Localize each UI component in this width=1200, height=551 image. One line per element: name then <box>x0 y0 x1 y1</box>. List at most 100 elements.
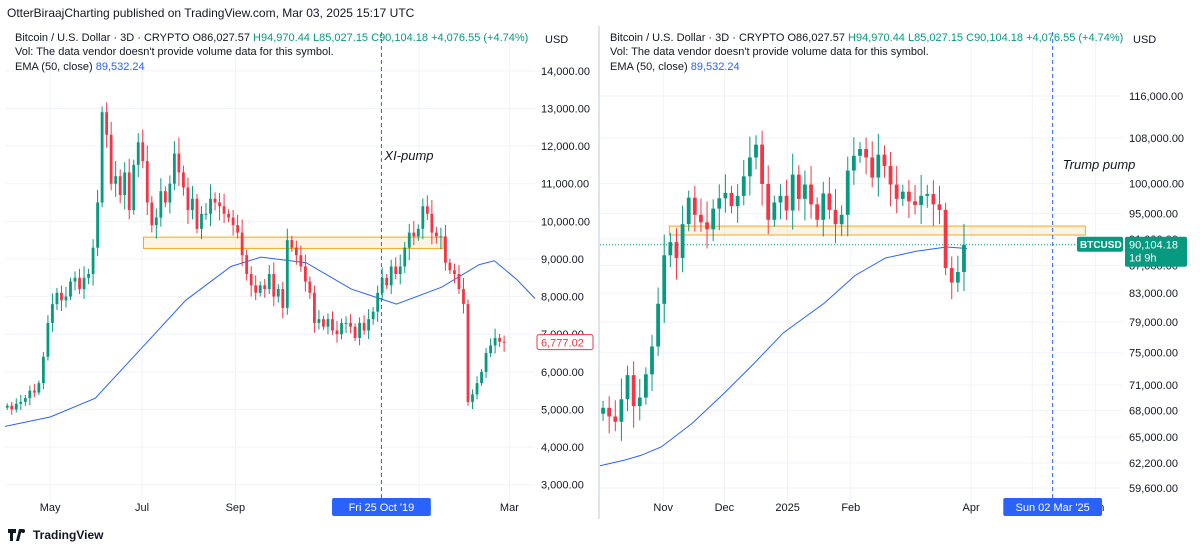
candle-body[interactable] <box>14 403 18 410</box>
ema-50-line[interactable] <box>600 246 968 467</box>
candle-body[interactable] <box>489 345 492 354</box>
candle-body[interactable] <box>245 255 249 274</box>
candle-body[interactable] <box>729 192 734 207</box>
candle-body[interactable] <box>680 224 685 258</box>
resistance-zone[interactable] <box>143 236 444 249</box>
candle-body[interactable] <box>285 240 289 308</box>
candle-body[interactable] <box>882 154 887 166</box>
candle-body[interactable] <box>240 232 244 256</box>
candle-body[interactable] <box>326 319 330 327</box>
candle-body[interactable] <box>631 375 636 407</box>
crosshair-date-tag[interactable] <box>1003 498 1103 516</box>
candle-body[interactable] <box>132 164 136 211</box>
candle-body[interactable] <box>827 193 832 210</box>
candle-body[interactable] <box>925 194 930 196</box>
candle-body[interactable] <box>425 206 429 214</box>
candle-body[interactable] <box>931 194 936 205</box>
candle-body[interactable] <box>5 405 9 408</box>
candle-body[interactable] <box>163 191 167 203</box>
candle-body[interactable] <box>735 195 740 207</box>
candle-body[interactable] <box>839 214 844 225</box>
candle-body[interactable] <box>136 142 140 165</box>
candle-body[interactable] <box>380 277 384 293</box>
candle-body[interactable] <box>127 172 131 211</box>
candle-body[interactable] <box>60 292 63 301</box>
candle-body[interactable] <box>335 330 339 335</box>
candle-body[interactable] <box>87 274 90 278</box>
candle-body[interactable] <box>73 277 77 282</box>
candle-body[interactable] <box>949 268 954 283</box>
candle-body[interactable] <box>82 277 86 290</box>
candle-body[interactable] <box>195 198 199 229</box>
candle-body[interactable] <box>254 285 258 293</box>
candle-body[interactable] <box>41 356 45 384</box>
candle-body[interactable] <box>888 165 893 185</box>
candle-body[interactable] <box>462 289 465 305</box>
chart-panel-left[interactable]: XI-pump 14,000.00 13,000.00 12,000.00 11,000… <box>5 26 598 519</box>
candle-body[interactable] <box>943 209 948 269</box>
candle-body[interactable] <box>803 184 807 199</box>
candle-body[interactable] <box>784 195 789 211</box>
panel-divider[interactable] <box>598 26 600 519</box>
tradingview-watermark[interactable]: TradingView <box>8 528 103 542</box>
candle-body[interactable] <box>766 183 771 220</box>
candle-body[interactable] <box>159 191 163 218</box>
candle-body[interactable] <box>656 303 661 347</box>
candle-body[interactable] <box>962 244 966 272</box>
candle-body[interactable] <box>353 326 357 338</box>
candle-body[interactable] <box>276 289 280 297</box>
candle-body[interactable] <box>322 319 325 327</box>
last-price-tag[interactable] <box>536 334 594 351</box>
candle-body[interactable] <box>204 213 208 215</box>
candle-body[interactable] <box>937 204 942 210</box>
candle-body[interactable] <box>674 242 679 258</box>
candle-body[interactable] <box>741 176 746 196</box>
candle-body[interactable] <box>613 416 618 422</box>
candle-body[interactable] <box>114 176 118 184</box>
candle-body[interactable] <box>105 112 109 135</box>
candle-body[interactable] <box>177 153 181 173</box>
candle-body[interactable] <box>493 337 497 346</box>
candle-body[interactable] <box>267 274 271 290</box>
candle-body[interactable] <box>299 255 303 267</box>
chart-panel-right[interactable]: Trump pump 116,000.00 108,000.00 100,000.00… <box>600 26 1195 519</box>
candle-body[interactable] <box>272 274 276 297</box>
currency-label[interactable]: USD <box>1133 34 1157 46</box>
candle-body[interactable] <box>186 187 190 211</box>
candle-body[interactable] <box>37 383 41 393</box>
candle-body[interactable] <box>502 341 506 343</box>
candle-body[interactable] <box>412 232 416 237</box>
candle-body[interactable] <box>637 397 642 407</box>
candle-body[interactable] <box>705 222 709 230</box>
candle-body[interactable] <box>385 277 389 286</box>
candle-body[interactable] <box>717 198 722 209</box>
candle-body[interactable] <box>32 390 36 393</box>
candle-body[interactable] <box>141 142 145 162</box>
candle-body[interactable] <box>349 322 352 327</box>
candle-body[interactable] <box>376 292 380 312</box>
candle-body[interactable] <box>723 192 728 199</box>
candle-body[interactable] <box>46 322 50 357</box>
candle-body[interactable] <box>227 213 230 218</box>
chart-canvas-right[interactable]: Trump pump 116,000.00 108,000.00 100,000.00… <box>600 26 1195 519</box>
candle-body[interactable] <box>955 271 960 283</box>
candle-body[interactable] <box>371 311 375 320</box>
candle-body[interactable] <box>457 274 461 290</box>
candle-body[interactable] <box>222 206 226 214</box>
candle-body[interactable] <box>100 112 104 203</box>
ema-50-line[interactable] <box>5 256 536 427</box>
symbol-tag[interactable] <box>1077 236 1123 252</box>
candle-body[interactable] <box>913 201 917 205</box>
candle-body[interactable] <box>625 375 630 400</box>
candle-body[interactable] <box>249 274 253 286</box>
candle-body[interactable] <box>484 353 488 372</box>
candle-body[interactable] <box>344 322 348 324</box>
candle-body[interactable] <box>809 184 813 205</box>
candle-body[interactable] <box>303 266 307 282</box>
candle-body[interactable] <box>78 277 81 290</box>
candle-body[interactable] <box>907 191 911 202</box>
resistance-zone[interactable] <box>668 225 1086 236</box>
candle-body[interactable] <box>747 157 752 177</box>
candle-body[interactable] <box>172 153 176 184</box>
candle-body[interactable] <box>475 383 479 395</box>
